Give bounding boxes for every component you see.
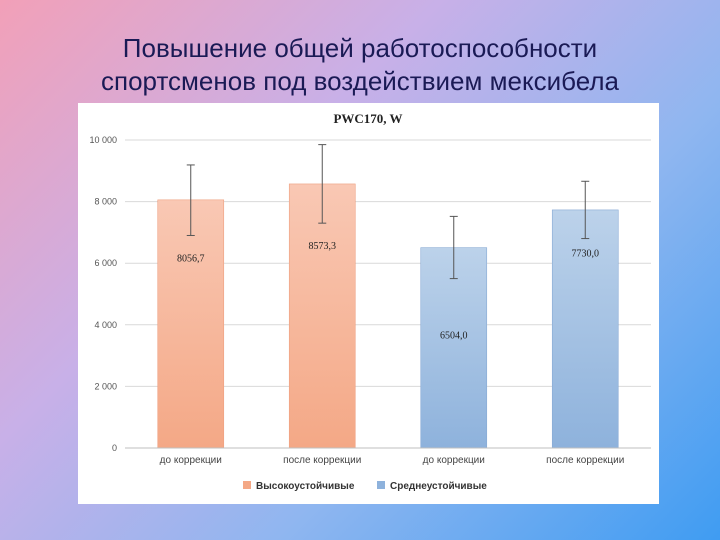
data-label: 7730,0: [572, 249, 600, 260]
y-tick-label: 4 000: [94, 320, 117, 330]
y-tick-label: 8 000: [94, 197, 117, 207]
legend-label: Высокоустойчивые: [256, 481, 355, 492]
bar: [288, 183, 356, 449]
x-category-label: после коррекции: [546, 455, 624, 466]
bar: [551, 209, 619, 449]
chart-title: PWC170, W: [333, 111, 402, 126]
x-category-label: до коррекции: [423, 455, 485, 466]
y-tick-label: 2 000: [94, 381, 117, 391]
legend-label: Среднеустойчивые: [390, 481, 487, 492]
legend-swatch: [377, 481, 385, 489]
x-category-label: после коррекции: [283, 455, 361, 466]
slide-title-line-1: Повышение общей работоспособности: [122, 33, 598, 63]
x-category-label: до коррекции: [160, 455, 222, 466]
bar: [420, 247, 488, 449]
bar-chart: PWC170, W 0 2 000 4 000 6 000 8 000 10 000 8056…: [89, 111, 651, 492]
y-tick-label: 10 000: [89, 135, 117, 145]
bar: [157, 199, 225, 449]
data-label: 6504,0: [440, 331, 468, 342]
chart-panel: PWC170, W 0 2 000 4 000 6 000 8 000 10 000 8056…: [78, 103, 659, 504]
data-label: 8573,3: [309, 241, 337, 252]
legend-swatch: [243, 481, 251, 489]
slide-title: Повышение общей работоспособности спортс…: [0, 32, 720, 98]
y-tick-label: 6 000: [94, 258, 117, 268]
data-label: 8056,7: [177, 253, 205, 264]
y-tick-label: 0: [112, 443, 117, 453]
slide-title-line-2: спортсменов под воздействием мексибела: [101, 66, 619, 96]
